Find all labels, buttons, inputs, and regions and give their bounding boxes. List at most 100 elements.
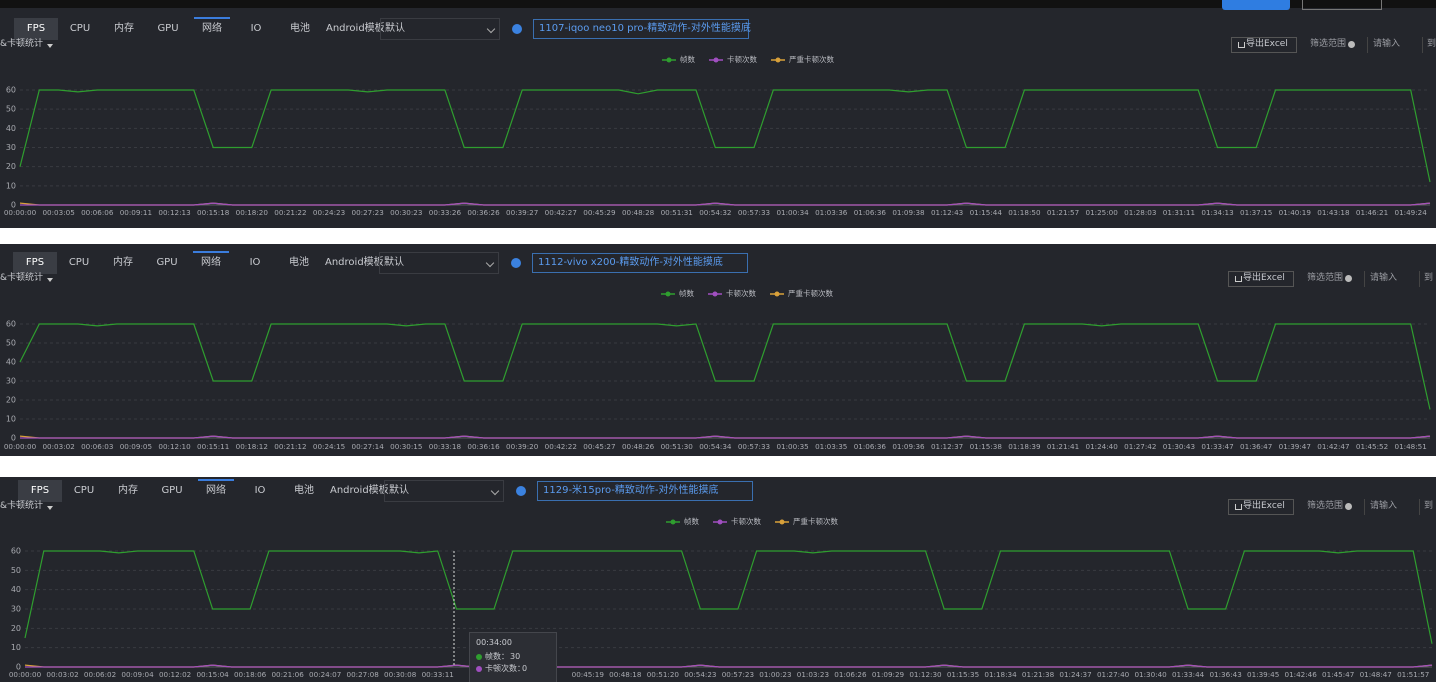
add-button[interactable]	[511, 258, 521, 268]
input-box[interactable]	[1364, 271, 1420, 287]
legend-dot	[713, 57, 719, 63]
select-value: 默认	[385, 23, 405, 34]
tab[interactable]: 内存	[113, 257, 133, 268]
x-tick-label: 01:37:15	[1240, 208, 1272, 217]
tooltip: 00:34:00 帧数： 30 卡顿次数： 0	[469, 632, 557, 682]
secondary-button[interactable]	[1302, 0, 1382, 10]
x-tick-label: 00:45:29	[583, 208, 616, 217]
tab[interactable]: 电池	[294, 485, 314, 496]
x-tick-label: 00:42:22	[545, 442, 577, 451]
x-tick-label: 01:06:26	[834, 670, 867, 679]
y-tick-label: 10	[11, 643, 21, 652]
x-tick-label: 01:39:47	[1279, 442, 1311, 451]
tab[interactable]: GPU	[161, 485, 183, 496]
legend-dot	[665, 291, 671, 297]
tab[interactable]: IO	[250, 23, 262, 34]
export-icon	[1235, 276, 1242, 282]
tab[interactable]: GPU	[156, 257, 178, 268]
x-tick-label: 01:12:30	[909, 670, 942, 679]
x-tick-label: 01:27:42	[1124, 442, 1156, 451]
input-box[interactable]	[1364, 499, 1420, 515]
x-tick-label: 00:15:18	[197, 208, 230, 217]
export-button[interactable]	[1231, 37, 1297, 53]
x-tick-label: 01:33:44	[1172, 670, 1205, 679]
x-tick-label: 01:24:40	[1086, 442, 1119, 451]
x-tick-label: 00:24:15	[313, 442, 345, 451]
stat-label: &卡顿统计	[0, 501, 44, 511]
x-tick-label: 00:27:23	[352, 208, 384, 217]
add-button[interactable]	[512, 24, 522, 34]
x-tick-label: 01:46:21	[1356, 208, 1388, 217]
x-tick-label: 00:09:04	[121, 670, 154, 679]
dropdown-caret	[47, 278, 53, 282]
x-tick-label: 01:43:18	[1317, 208, 1350, 217]
x-tick-label: 00:39:27	[506, 208, 538, 217]
add-button[interactable]	[516, 486, 526, 496]
range-label: 筛选范围	[1310, 39, 1347, 49]
perf-panel: FPS CPU 内存 GPU 网络 IO 电池 Android模板 默认 1112-vivo x2…	[0, 244, 1436, 456]
tab[interactable]: 网络	[202, 23, 222, 34]
x-tick-label: 01:03:23	[797, 670, 829, 679]
tab[interactable]: CPU	[68, 257, 90, 268]
x-tick-label: 00:36:26	[467, 208, 500, 217]
x-tick-label: 00:12:10	[158, 442, 191, 451]
tab[interactable]: 内存	[114, 23, 134, 34]
tab[interactable]: 网络	[201, 257, 221, 268]
x-tick-label: 01:09:36	[892, 442, 925, 451]
tab[interactable]: CPU	[69, 23, 91, 34]
tab[interactable]: IO	[249, 257, 261, 268]
export-button[interactable]	[1228, 499, 1294, 515]
x-tick-label: 00:12:13	[158, 208, 190, 217]
legend-dot	[779, 519, 785, 525]
range-to: 到	[1427, 39, 1436, 49]
x-tick-label: 00:39:20	[506, 442, 539, 451]
x-tick-label: 01:48:47	[1360, 670, 1392, 679]
primary-button[interactable]	[1222, 0, 1290, 10]
select-box[interactable]	[380, 18, 500, 40]
tab[interactable]: 网络	[206, 485, 226, 496]
tab[interactable]: IO	[254, 485, 266, 496]
tab[interactable]: GPU	[157, 23, 179, 34]
x-tick-label: 00:48:18	[609, 670, 642, 679]
x-tick-label: 01:27:40	[1097, 670, 1130, 679]
select-box[interactable]	[379, 252, 499, 274]
x-tick-label: 00:03:02	[46, 670, 78, 679]
tab[interactable]: FPS	[30, 485, 50, 496]
x-tick-label: 00:21:22	[274, 208, 306, 217]
tab-indicator	[198, 479, 234, 481]
x-tick-label: 01:48:51	[1395, 442, 1427, 451]
tab[interactable]: 电池	[289, 257, 309, 268]
input-box[interactable]	[1367, 37, 1423, 53]
y-tick-label: 0	[16, 663, 21, 672]
tab[interactable]: FPS	[26, 23, 46, 34]
x-tick-label: 01:21:38	[1022, 670, 1055, 679]
x-tick-label: 00:57:33	[738, 208, 770, 217]
x-tick-label: 00:09:05	[120, 442, 152, 451]
x-tick-label: 01:12:37	[931, 442, 963, 451]
select-box[interactable]	[384, 480, 504, 502]
y-tick-label: 10	[6, 415, 16, 424]
tab[interactable]: 内存	[118, 485, 138, 496]
x-tick-label: 00:09:11	[120, 208, 152, 217]
tab[interactable]: FPS	[25, 257, 45, 268]
input-placeholder: 请输入	[1370, 501, 1398, 511]
tab-active-bg	[18, 480, 62, 502]
legend-dot	[717, 519, 723, 525]
series-line	[25, 664, 1433, 668]
x-tick-label: 00:51:20	[647, 670, 680, 679]
tab-active-bg	[14, 18, 58, 40]
x-tick-label: 00:06:03	[81, 442, 113, 451]
export-icon	[1235, 504, 1242, 510]
legend-label: 卡顿次数	[727, 54, 757, 64]
legend-label: 严重卡顿次数	[788, 288, 833, 298]
x-tick-label: 01:00:35	[776, 442, 808, 451]
export-label: 导出Excel	[1243, 501, 1285, 511]
x-tick-label: 01:06:36	[854, 208, 887, 217]
tab[interactable]: 电池	[290, 23, 310, 34]
dropdown-caret	[47, 506, 53, 510]
x-tick-label: 00:45:27	[583, 442, 615, 451]
tab[interactable]: CPU	[73, 485, 95, 496]
export-button[interactable]	[1228, 271, 1294, 287]
tooltip-time: 00:34:00	[476, 638, 512, 647]
y-tick-label: 30	[6, 143, 16, 152]
